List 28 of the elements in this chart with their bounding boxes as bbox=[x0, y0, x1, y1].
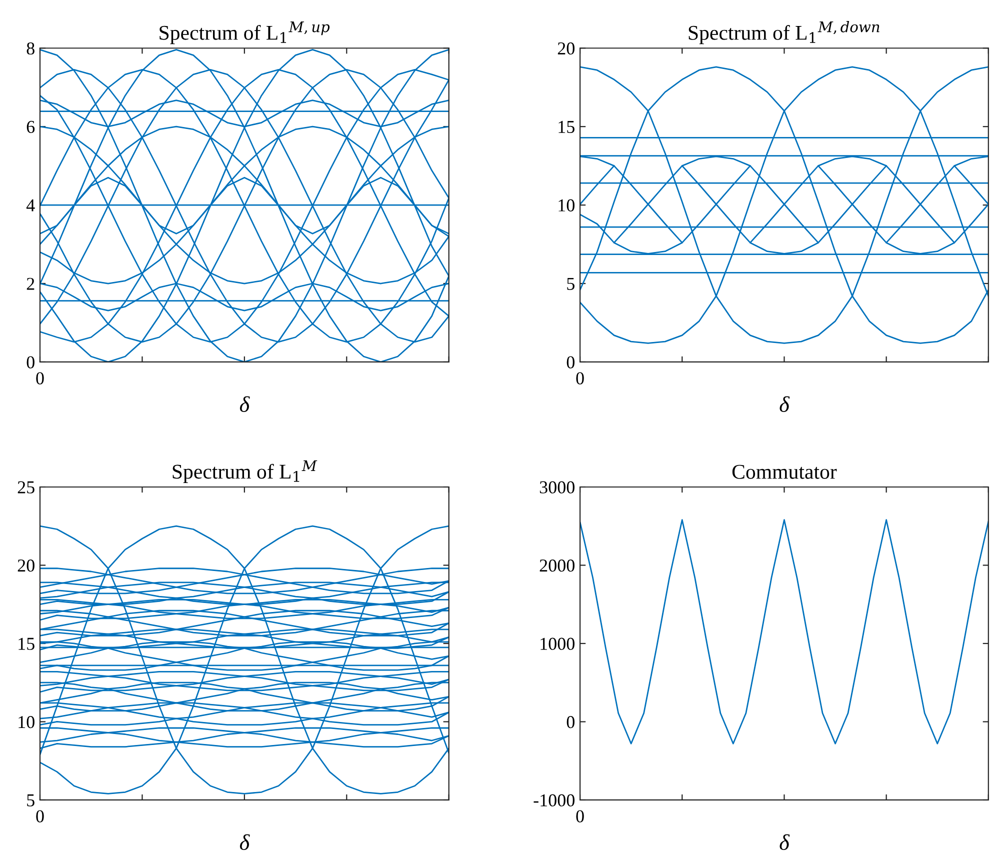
chart-title: Spectrum of L$_{1}$$^{M,down}$ bbox=[688, 21, 880, 44]
y-tick-label: 0 bbox=[566, 356, 574, 368]
chart-title: Spectrum of L$_{1}$$^{M}$ bbox=[172, 460, 318, 483]
y-tick-label: 0 bbox=[26, 356, 34, 368]
x-axis-title: δ bbox=[240, 396, 250, 412]
y-tick-label: 20 bbox=[18, 560, 34, 572]
y-tick-label: 8 bbox=[26, 42, 34, 55]
x-axis-title: δ bbox=[240, 834, 250, 850]
y-tick-label: 10 bbox=[558, 199, 574, 212]
chart-title: Commutator bbox=[732, 464, 837, 479]
y-tick-label: 5 bbox=[567, 278, 574, 290]
y-tick-label: 4 bbox=[26, 199, 35, 212]
chart-title: Spectrum of L$_{1}$$^{M,up}$ bbox=[160, 21, 330, 44]
y-tick-label: 2000 bbox=[540, 560, 574, 572]
x-axis-title: δ bbox=[780, 396, 790, 412]
y-tick-label: 2 bbox=[26, 278, 34, 290]
y-tick-label: 25 bbox=[18, 481, 34, 494]
y-tick-label: 6 bbox=[26, 120, 35, 134]
y-tick-label: 5 bbox=[27, 794, 34, 806]
y-tick-label: 3000 bbox=[540, 481, 574, 494]
y-tick-label: 1000 bbox=[540, 638, 574, 650]
y-tick-label: 10 bbox=[18, 716, 34, 728]
y-tick-label: 15 bbox=[18, 638, 34, 650]
y-tick-label: 20 bbox=[558, 42, 574, 55]
x-axis-title: δ bbox=[780, 834, 790, 850]
y-tick-label: 15 bbox=[558, 120, 574, 134]
y-tick-label: -1000 bbox=[534, 794, 574, 806]
y-tick-label: 0 bbox=[566, 716, 574, 728]
